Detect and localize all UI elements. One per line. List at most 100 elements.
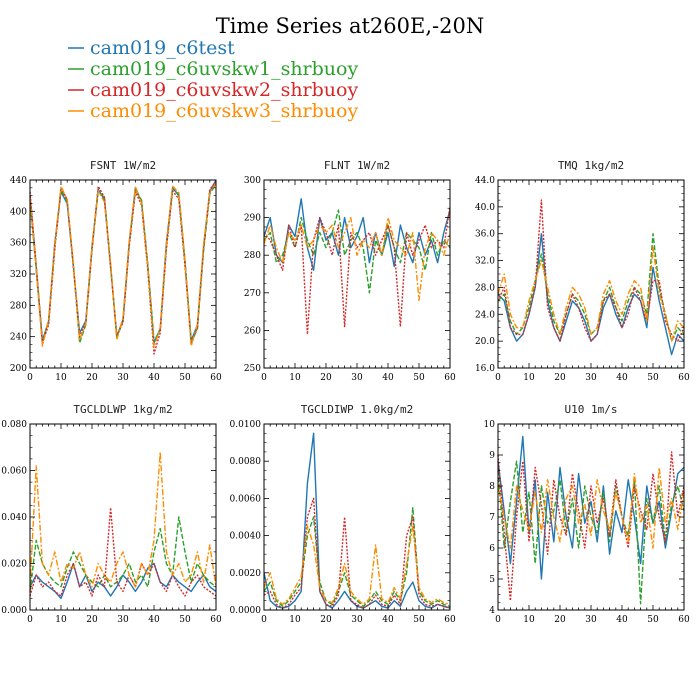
legend-item: cam019_c6uvskw1_shrbuoy: [68, 58, 358, 80]
y-tick-label: 0.080: [1, 420, 27, 430]
plot-grid: FSNT 1W/m20 10 20 30 40 50 6020024028032036040…: [1, 159, 690, 625]
x-tick-label: 60: [444, 615, 456, 625]
legend-label: cam019_c6test: [90, 37, 235, 59]
y-tick-label: 44.0: [475, 176, 495, 186]
panel-title: U10 1m/s: [565, 403, 618, 416]
series-line: [263, 216, 451, 301]
y-tick-label: 290: [244, 214, 261, 224]
y-tick-label: 0.0040: [230, 532, 262, 542]
y-tick-label: 0.000: [1, 606, 27, 616]
series-line: [29, 507, 217, 597]
x-tick-label: 20: [554, 615, 566, 625]
plot-frame: [29, 423, 217, 611]
x-tick-label: 60: [678, 373, 690, 383]
y-tick-label: 270: [244, 289, 261, 299]
series-line: [497, 232, 685, 342]
y-tick-label: 0.0060: [230, 494, 262, 504]
chart-panel: FSNT 1W/m2 0 10 20 30 40 50 60 200 240 280 320 360 40…: [10, 159, 222, 383]
y-tick-label: 260: [244, 326, 261, 336]
y-tick-label: 28.0: [475, 283, 495, 293]
plot-frame: [263, 423, 451, 611]
series-line: [263, 206, 451, 335]
y-tick-label: 0.0100: [230, 420, 262, 430]
y-tick-label: 4: [489, 606, 495, 616]
y-tick-label: 10: [484, 420, 496, 430]
panel-title: TGCLDLWP 1kg/m2: [73, 403, 172, 416]
x-tick-label: 20: [86, 615, 98, 625]
y-tick-label: 360: [10, 239, 27, 249]
panel-title: TMQ 1kg/m2: [558, 159, 624, 172]
series-line: [263, 432, 451, 609]
y-tick-label: 400: [10, 207, 27, 217]
y-tick-label: 20.0: [475, 337, 495, 347]
x-tick-label: 0: [261, 615, 267, 625]
x-tick-label: 60: [444, 373, 456, 383]
x-tick-label: 50: [413, 615, 425, 625]
x-tick-label: 10: [55, 615, 67, 625]
x-tick-label: 20: [320, 615, 332, 625]
y-tick-label: 0.020: [1, 560, 27, 570]
figure-title: Time Series at260E,-20N: [216, 14, 484, 38]
plot-frame: [497, 423, 685, 611]
legend-item: cam019_c6test: [68, 37, 235, 59]
x-tick-label: 40: [382, 615, 394, 625]
x-tick-label: 0: [27, 373, 33, 383]
x-tick-label: 10: [289, 615, 301, 625]
x-tick-label: 30: [117, 615, 129, 625]
legend-item: cam019_c6uvskw3_shrbuoy: [68, 100, 358, 122]
series-line: [29, 516, 217, 592]
x-tick-label: 0: [27, 615, 33, 625]
plot-frame: [29, 179, 217, 369]
y-tick-label: 0.0080: [230, 457, 262, 467]
y-tick-label: 200: [10, 364, 27, 374]
series-line: [497, 451, 685, 602]
chart-panel: TMQ 1kg/m2 0 10 20 30 40 50 60 16.0 20.0 24.0 28.0 3…: [475, 159, 690, 383]
x-tick-label: 0: [495, 373, 501, 383]
series-line: [497, 466, 685, 549]
x-tick-label: 60: [210, 373, 222, 383]
series-line: [497, 460, 685, 605]
y-tick-label: 440: [10, 176, 27, 186]
x-tick-label: 50: [647, 373, 659, 383]
x-tick-label: 20: [554, 373, 566, 383]
chart-panel: TGCLDIWP 1.0kg/m2 0 10 20 30 40 50 60 0.0000 0.00…: [230, 403, 456, 625]
x-tick-label: 10: [289, 373, 301, 383]
x-tick-label: 60: [678, 615, 690, 625]
x-tick-label: 10: [55, 373, 67, 383]
x-tick-label: 10: [523, 615, 535, 625]
series-line: [263, 525, 451, 606]
legend-item: cam019_c6uvskw2_shrbuoy: [68, 79, 358, 101]
y-tick-label: 0.040: [1, 513, 27, 523]
x-tick-label: 30: [351, 373, 363, 383]
y-tick-label: 9: [489, 451, 495, 461]
series-line: [29, 181, 217, 355]
y-tick-label: 320: [10, 270, 27, 280]
x-tick-label: 30: [585, 373, 597, 383]
panel-title: FSNT 1W/m2: [90, 159, 156, 172]
legend-label: cam019_c6uvskw3_shrbuoy: [90, 100, 358, 122]
x-tick-label: 40: [616, 615, 628, 625]
y-tick-label: 250: [244, 364, 261, 374]
series-line: [263, 198, 451, 271]
x-tick-label: 20: [320, 373, 332, 383]
y-tick-label: 40.0: [475, 203, 495, 213]
legend: cam019_c6testcam019_c6uvskw1_shrbuoycam0…: [68, 37, 358, 122]
x-tick-label: 20: [86, 373, 98, 383]
y-tick-label: 280: [10, 301, 27, 311]
y-tick-label: 5: [489, 575, 495, 585]
series-line: [263, 507, 451, 607]
legend-label: cam019_c6uvskw2_shrbuoy: [90, 79, 358, 101]
chart-panel: TGCLDLWP 1kg/m2 0 10 20 30 40 50 60 0.000 0.020 0.…: [1, 403, 222, 625]
y-tick-label: 7: [489, 513, 495, 523]
x-tick-label: 30: [351, 615, 363, 625]
y-tick-label: 16.0: [475, 364, 495, 374]
x-tick-label: 10: [523, 373, 535, 383]
series-line: [29, 451, 217, 588]
y-tick-label: 36.0: [475, 230, 495, 240]
panel-title: TGCLDIWP 1.0kg/m2: [301, 403, 414, 416]
y-tick-label: 0.060: [1, 467, 27, 477]
x-tick-label: 40: [382, 373, 394, 383]
x-tick-label: 40: [148, 373, 160, 383]
series-line: [497, 246, 685, 342]
y-tick-label: 0.0000: [230, 606, 262, 616]
